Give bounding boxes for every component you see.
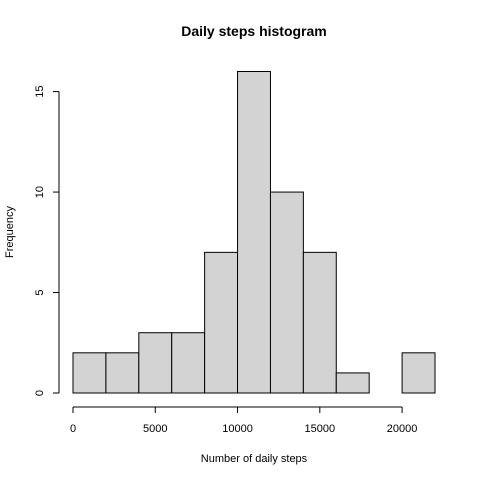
histogram-bar-4 [171,332,206,394]
y-tick-label-0: 0 [34,390,46,396]
histogram-bar-8 [302,251,337,394]
x-axis: 0 5000 10000 15000 20000 [70,406,418,435]
histogram-bar-7 [269,191,304,394]
x-tick-label-0: 0 [70,423,76,435]
x-tick-label-20000: 20000 [387,423,418,435]
histogram-bar-9 [335,372,370,394]
bars-group [72,71,436,394]
y-axis-label: Frequency [4,206,16,258]
x-tick-label-5000: 5000 [143,423,167,435]
x-axis-label: Number of daily steps [201,453,308,465]
x-tick-label-15000: 15000 [305,423,336,435]
histogram-bar-2 [105,352,140,394]
histogram-bar-11 [401,352,436,394]
y-tick-label-5: 5 [34,289,46,295]
y-tick-label-15: 15 [34,85,46,97]
y-axis: 0 5 10 15 [34,85,60,396]
histogram-bar-3 [138,332,173,394]
y-tick-label-10: 10 [34,186,46,198]
histogram-bar-5 [204,251,239,394]
chart-title: Daily steps histogram [181,23,327,39]
histogram-bar-1 [72,352,107,394]
histogram-bar-6 [237,71,271,394]
x-tick-label-10000: 10000 [222,423,253,435]
